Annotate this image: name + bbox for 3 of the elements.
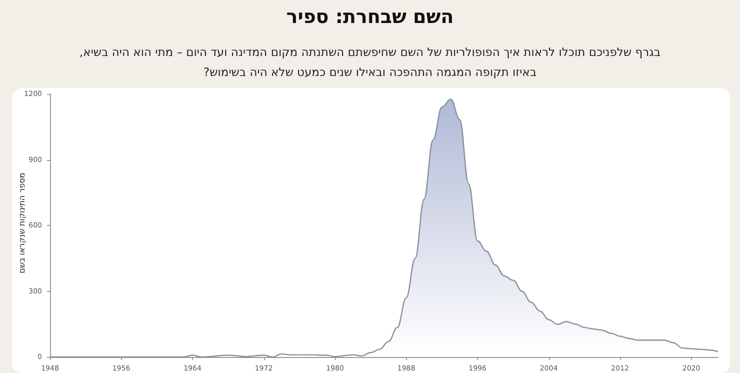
chart-title: השם שבחרת: ספיר xyxy=(285,6,455,28)
chart-subtitle: בגרף שלפניכם תוכלו לראות איך הפופולריות של השם שחיפשתם השתנתה מקום המדינה ועד היום – מתי הוא היה בשיא, באיזו תקופה המגמה התהפכה ובאילו שנים כמעט שלא היה בשימוש? xyxy=(78,44,662,81)
y-axis-title: מספר התינוקות שנקראו בשם xyxy=(18,172,26,274)
